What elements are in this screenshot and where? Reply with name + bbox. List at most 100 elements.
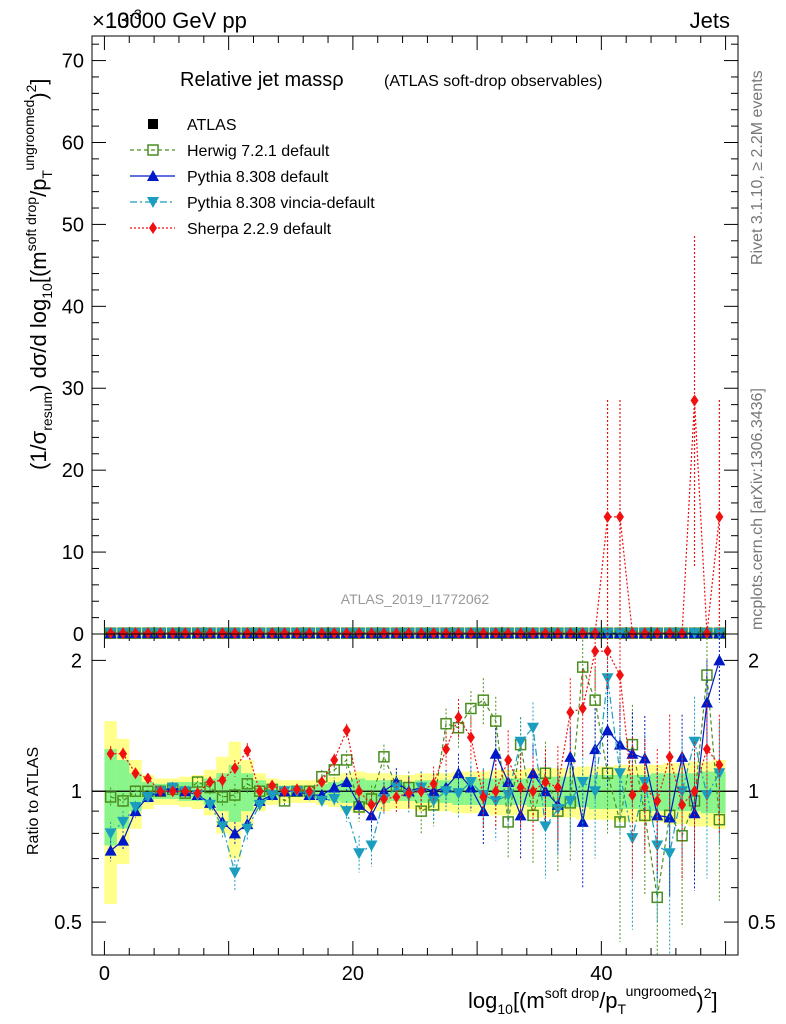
ratio-data-point [628,789,637,802]
ratio-data-point [665,750,674,763]
main-y-tick-label: 40 [62,296,84,318]
main-data-point [715,510,724,523]
ratio-data-point [516,781,525,794]
main-data-point [367,627,376,640]
ratio-plot-area [92,634,738,955]
main-data-point [665,627,674,640]
ratio-data-point [564,795,577,807]
ratio-data-point [243,744,252,757]
ratio-data-point [502,790,515,802]
ratio-y-axis-label: Ratio to ATLAS [25,747,42,855]
ratio-data-point [392,790,401,803]
chart-title: Relative jet massρ [180,69,344,91]
ratio-data-point [365,809,378,821]
main-y-tick-label: 0 [73,624,84,646]
main-data-point [678,627,687,640]
main-data-point [106,627,115,640]
ratio-y-tick-label: 0.5 [748,912,776,934]
ratio-x-tick-label: 40 [590,963,612,985]
main-data-point [119,627,128,640]
ratio-y-tick-label: 1 [748,781,759,803]
ratio-data-point [541,776,550,789]
main-axis-ticks: 0 10 20 30 40 50 60 70 [62,36,738,646]
legend-entry: Pythia 8.308 default [187,169,329,186]
main-y-axis-label: (1/σresum) dσ/d log10[(msoft drop/pTungr… [21,78,55,470]
ratio-data-point [466,731,475,744]
main-y-tick-label: 70 [62,51,84,73]
ratio-data-point [218,774,227,787]
main-plot-area [104,235,726,640]
ratio-data-point [702,743,711,756]
ratio-data-point [553,781,562,794]
ratio-data-point [626,747,639,759]
ratio-data-point [663,848,676,860]
main-data-point [504,627,513,640]
main-data-point [591,627,600,640]
ratio-data-point [241,778,254,790]
ratio-data-point [688,807,701,819]
ratio-data-point [379,792,388,805]
main-data-point [168,627,177,640]
main-data-point [193,627,202,640]
ratio-data-point [442,743,451,756]
main-data-point [218,627,227,640]
ratio-data-point [340,754,353,766]
svg-text:(1/σresum) dσ/d log10[(msoft d: (1/σresum) dσ/d log10[(msoft drop/pTungr… [21,78,55,470]
ratio-data-point [615,669,624,682]
main-data-point [379,627,388,640]
ratio-data-point [342,724,351,737]
ratio-x-tick-label: 0 [99,963,110,985]
ratio-data-point [143,772,152,785]
main-data-point [690,394,699,407]
ratio-data-point [603,645,612,658]
ratio-data-point [266,790,279,802]
main-data-point [442,627,451,640]
ratio-data-point [253,799,266,811]
ratio-data-point [415,805,427,817]
ratio-data-point [613,768,626,780]
ratio-data-point [317,776,326,789]
main-data-point [268,627,277,640]
ratio-data-point [206,776,215,789]
ratio-data-point [131,767,140,780]
ratio-data-point [601,724,614,736]
legend-marker [147,197,159,208]
main-panel: 0 10 20 30 40 50 60 70 ATLAS_2019_I1772062 Rela… [21,35,739,646]
main-data-point [541,627,550,640]
ratio-data-point [330,753,339,766]
ratio-data-point [119,747,128,760]
main-data-point [566,627,575,640]
ratio-data-point [367,798,376,811]
ratio-data-point [464,777,477,789]
ratio-data-point [340,776,353,788]
main-data-point [529,627,538,640]
ratio-data-point [129,785,142,797]
ratio-panel: 0.5 0.51 12 20 20 40 Ratio to ATLAS log10[(ms… [25,633,776,1017]
legend-entry: ATLAS [187,117,237,134]
main-y-tick-label: 50 [62,214,84,236]
main-data-point [404,627,413,640]
mcplots-label: mcplots.cern.ch [arXiv:1306.3436] [749,388,766,630]
ratio-data-point [638,752,651,764]
main-data-point [479,627,488,640]
ratio-data-point [353,848,366,860]
main-data-point [243,627,252,640]
x-axis-label: log10[(msoft drop/pTungroomed)2] [468,983,718,1017]
ratio-data-point [106,747,115,760]
ratio-data-point [427,795,440,807]
main-data-point [466,627,475,640]
main-y-tick-label: 20 [62,460,84,482]
svg-text:log10[(msoft drop/pTungroomed): log10[(msoft drop/pTungroomed)2] [468,983,718,1017]
ratio-data-point [280,785,289,798]
main-y-tick-label: 30 [62,378,84,400]
ratio-data-point [429,777,438,790]
ratio-data-point [292,783,301,796]
ratio-data-point [117,834,130,846]
ratio-x-tick-label: 20 [342,963,364,985]
ratio-data-point [181,785,190,798]
main-y-tick-label: 10 [62,542,84,564]
watermark: ATLAS_2019_I1772062 [341,591,490,607]
ratio-data-point [191,776,204,788]
ratio-data-point [527,722,540,734]
ratio-data-point [578,702,587,715]
